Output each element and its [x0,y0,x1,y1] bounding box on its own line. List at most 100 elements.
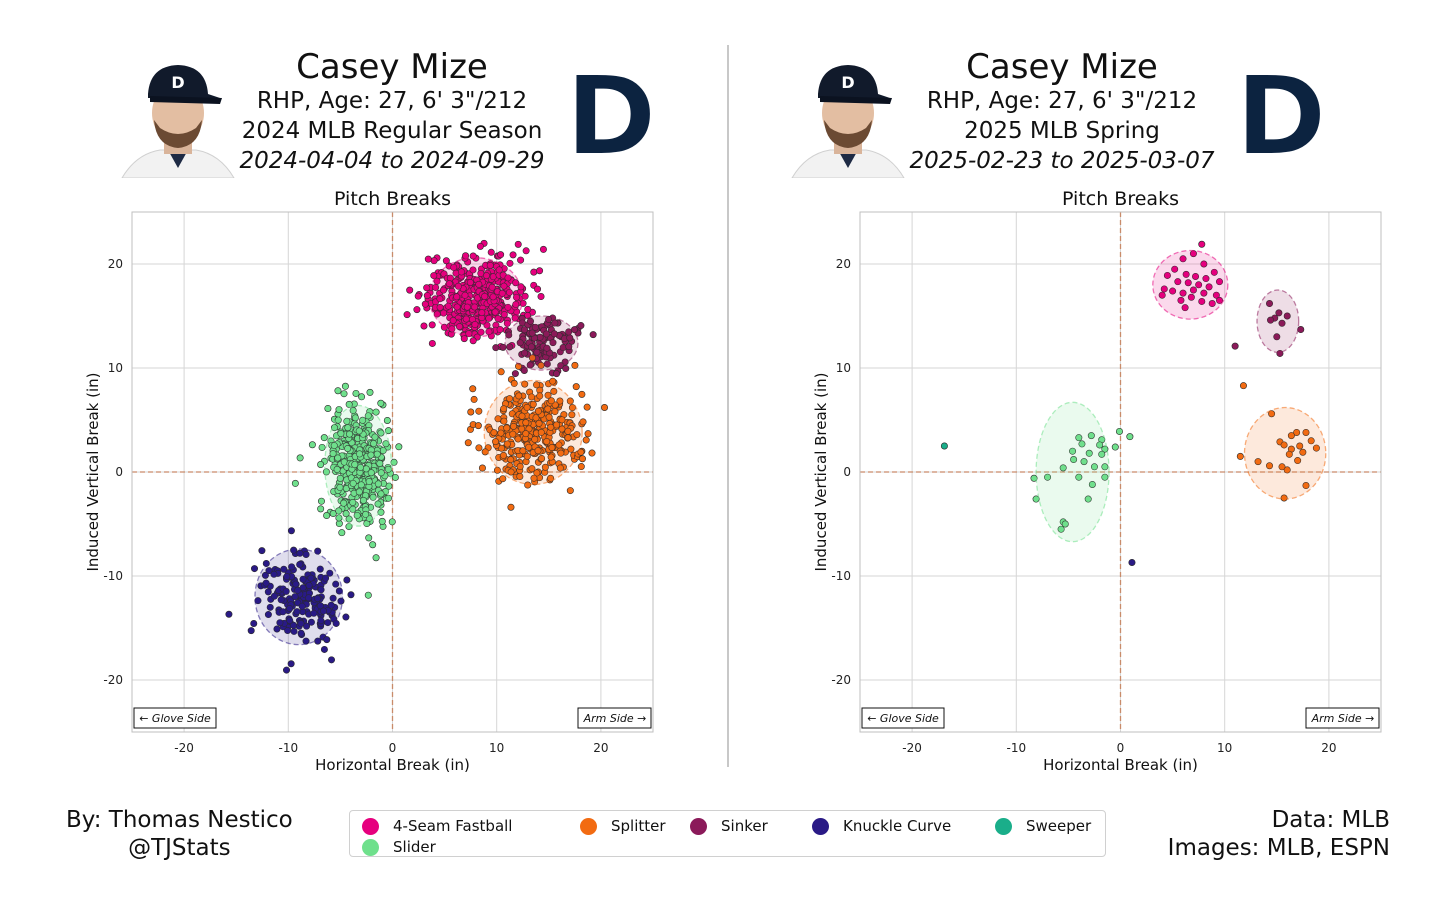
arm-side-annotation: Arm Side → [577,707,652,729]
point-sinker [550,330,558,338]
point-knuckle-curve [297,620,305,628]
point-knuckle-curve [314,595,322,603]
point--seam-fastball [1208,300,1216,308]
point-slider [1088,480,1096,488]
svg-text:D: D [841,73,854,92]
svg-text:D: D [570,60,652,164]
ellipse-slider [1035,401,1110,543]
point-splitter [470,395,478,403]
point-slider [364,591,372,599]
point-slider [1096,441,1104,449]
point-splitter [510,422,518,430]
date-range: 2024-04-04 to 2024-09-29 [239,148,545,174]
point--seam-fastball [471,321,479,329]
point-splitter [566,397,574,405]
ellipse-slider [324,404,393,527]
point-sinker [531,323,539,331]
legend-item: Sweeper [995,817,1091,835]
point--seam-fastball [536,267,544,275]
x-tick-label: -20 [902,741,922,755]
point--seam-fastball [471,303,479,311]
point-knuckle-curve [266,603,274,611]
point-splitter [567,445,575,453]
point-splitter [1266,462,1274,470]
point-splitter [1268,410,1276,418]
point-splitter [506,395,514,403]
point-splitter [534,447,542,455]
point-splitter [1287,432,1295,440]
point--seam-fastball [500,311,508,319]
y-axis-label: Induced Vertical Break (in) [812,372,830,571]
point-splitter [1293,428,1301,436]
point-splitter [578,390,586,398]
point-knuckle-curve [343,576,351,584]
point-slider [1101,473,1109,481]
point-sinker [526,317,534,325]
point-slider [362,510,370,518]
point-knuckle-curve [270,570,278,578]
point-knuckle-curve [320,645,328,653]
point-splitter [523,403,531,411]
point-knuckle-curve [323,636,331,644]
point-knuckle-curve [273,625,281,633]
point-knuckle-curve [317,617,325,625]
point-knuckle-curve [283,573,291,581]
point--seam-fastball [481,292,489,300]
point-slider [395,443,403,451]
point-slider [1070,456,1078,464]
point--seam-fastball [1215,278,1223,286]
point-slider [342,510,350,518]
player-name: Casey Mize [296,47,488,87]
author-credit: By: Thomas Nestico @TJStats [66,806,293,862]
point--seam-fastball [489,293,497,301]
point-splitter [535,419,543,427]
point-slider [349,505,357,513]
point-slider [1059,464,1067,472]
point--seam-fastball [537,293,545,301]
point-knuckle-curve [332,580,340,588]
point-slider [329,450,337,458]
point--seam-fastball [513,293,521,301]
point-knuckle-curve [322,574,330,582]
point-knuckle-curve [264,588,272,596]
point-sinker [577,322,585,330]
ellipse-knuckle-curve [254,548,344,646]
point-splitter [571,361,579,369]
point-slider [1090,463,1098,471]
point-knuckle-curve [298,602,306,610]
point--seam-fastball [491,308,499,316]
legend-marker [690,817,707,835]
point-slider [377,399,385,407]
point-slider [364,412,372,420]
point-knuckle-curve [288,563,296,571]
x-tick-label: 0 [389,741,397,755]
point-slider [1085,449,1093,457]
point--seam-fastball [475,280,483,288]
point-sinker [527,343,535,351]
arm-side-label: Arm Side → [1311,712,1375,725]
point-splitter [478,464,486,472]
y-tick-label: 10 [836,361,851,375]
point-knuckle-curve [303,622,311,630]
chart-header: Casey Mize RHP, Age: 27, 6' 3"/212 2025 … [882,48,1242,176]
point-sinker [562,365,570,373]
point-splitter [555,441,563,449]
point-slider [349,479,357,487]
point-sinker [543,344,551,352]
point--seam-fastball [1195,281,1203,289]
point--seam-fastball [504,274,512,282]
point-knuckle-curve [283,666,291,674]
point-knuckle-curve [247,627,255,635]
point-splitter [500,451,508,459]
legend-label: Sweeper [1026,817,1092,835]
x-tick-label: 10 [489,741,504,755]
confidence-ellipses [254,257,583,646]
point-slider [365,534,373,542]
point-slider [335,406,343,414]
image-source: Images: MLB, ESPN [1167,835,1390,861]
point-sinker [545,315,553,323]
point-slider [318,443,326,451]
point--seam-fastball [440,309,448,317]
point--seam-fastball [463,303,471,311]
point--seam-fastball [1200,260,1208,268]
